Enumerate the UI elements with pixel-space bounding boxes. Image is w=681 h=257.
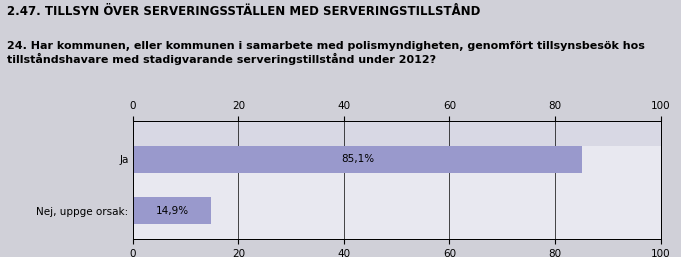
Text: 85,1%: 85,1% xyxy=(340,154,374,164)
Text: 14,9%: 14,9% xyxy=(155,206,189,216)
Bar xyxy=(133,146,582,173)
Text: 24. Har kommunen, eller kommunen i samarbete med polismyndigheten, genomfört til: 24. Har kommunen, eller kommunen i samar… xyxy=(7,41,645,65)
Bar xyxy=(133,197,211,224)
Text: 2.47. TILLSYN ÖVER SERVERINGSSTÄLLEN MED SERVERINGSTILLSTÅND: 2.47. TILLSYN ÖVER SERVERINGSSTÄLLEN MED… xyxy=(7,5,480,18)
Bar xyxy=(133,121,661,146)
